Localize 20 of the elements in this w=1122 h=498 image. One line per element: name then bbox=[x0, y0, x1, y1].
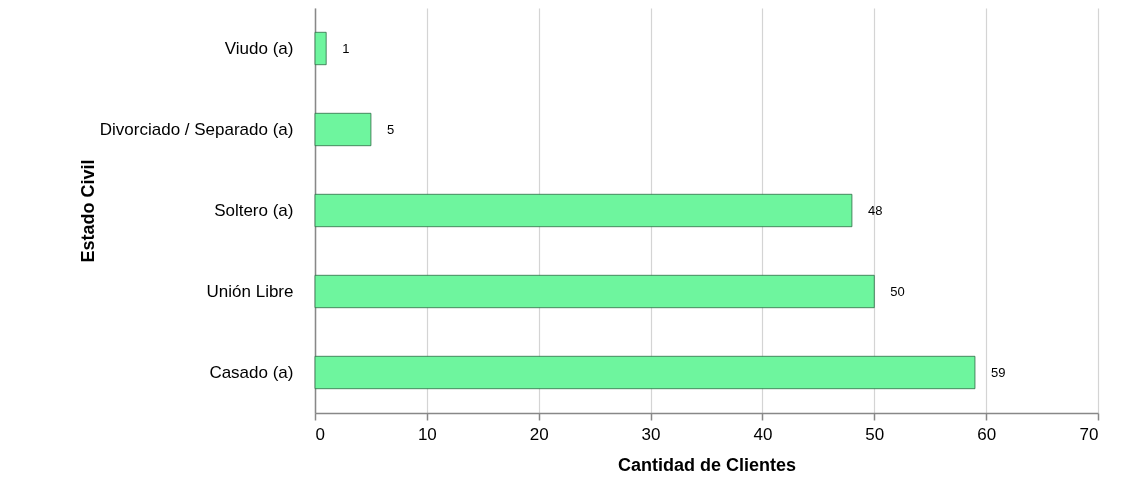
x-tick-label: 70 bbox=[1079, 424, 1099, 444]
x-tick-label: 40 bbox=[753, 424, 773, 444]
data-label: 1 bbox=[342, 40, 350, 56]
x-tick-label: 50 bbox=[865, 424, 885, 444]
y-tick-label: Viudo (a) bbox=[224, 38, 294, 58]
y-tick-label: Casado (a) bbox=[209, 362, 294, 382]
y-tick-label: Unión Libre bbox=[206, 281, 294, 301]
x-tick-label: 30 bbox=[641, 424, 661, 444]
x-axis-title: Cantidad de Clientes bbox=[617, 454, 797, 475]
x-tick-label: 0 bbox=[315, 424, 325, 444]
y-tick-label: Divorciado / Separado (a) bbox=[99, 119, 294, 139]
x-tick-label: 20 bbox=[529, 424, 549, 444]
data-label: 48 bbox=[867, 202, 883, 218]
data-label: 59 bbox=[990, 364, 1006, 380]
x-tick-label: 60 bbox=[977, 424, 997, 444]
x-tick-label: 10 bbox=[417, 424, 437, 444]
data-label: 50 bbox=[890, 283, 905, 299]
y-tick-label: Soltero (a) bbox=[214, 200, 294, 220]
data-label: 5 bbox=[386, 121, 395, 137]
y-axis-title: Estado Civil bbox=[77, 159, 98, 263]
